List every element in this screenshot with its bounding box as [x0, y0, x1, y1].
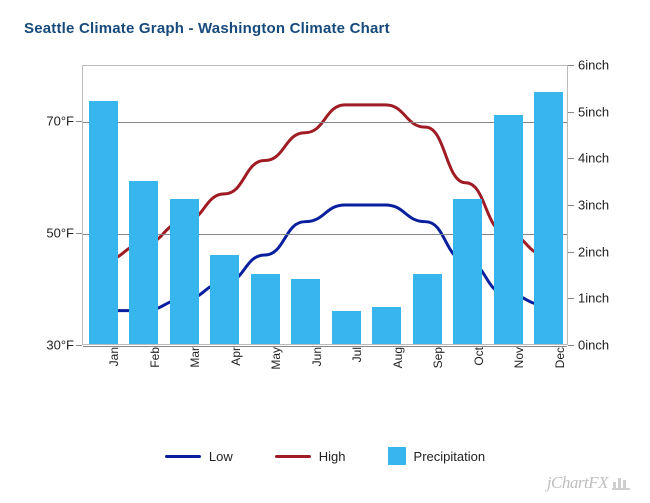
- precip-bar: [291, 279, 320, 344]
- x-tick-label: Jul: [350, 347, 364, 383]
- y-right-tick: [568, 65, 574, 66]
- y-left-tick: [76, 345, 82, 346]
- x-tick-label: Dec: [553, 347, 567, 383]
- x-tick-label: Jan: [107, 347, 121, 383]
- x-tick-label: Mar: [188, 347, 202, 383]
- climate-chart: 30°F 50°F 70°F 0inch 1inch 2inch 3inch 4inch 5in…: [24, 55, 626, 385]
- y-right-tick: [568, 158, 574, 159]
- legend-swatch-precip: [388, 447, 406, 465]
- y-right-tick-label: 1inch: [578, 291, 626, 306]
- precip-bar: [129, 181, 158, 344]
- y-right-tick: [568, 205, 574, 206]
- precip-bar: [170, 199, 199, 344]
- y-right-tick-label: 3inch: [578, 198, 626, 213]
- brand-text: jChartFX: [547, 473, 608, 493]
- precip-bar: [210, 255, 239, 344]
- legend-item-high: High: [275, 449, 346, 464]
- y-right-tick-label: 6inch: [578, 58, 626, 73]
- brand-icon: [612, 476, 630, 490]
- legend-label-high: High: [319, 449, 346, 464]
- y-right-tick: [568, 345, 574, 346]
- precip-bar: [453, 199, 482, 344]
- chart-title: Seattle Climate Graph - Washington Clima…: [24, 20, 626, 37]
- y-right-tick-label: 0inch: [578, 338, 626, 353]
- y-left-tick-label: 30°F: [24, 338, 74, 353]
- legend-item-low: Low: [165, 449, 233, 464]
- legend: Low High Precipitation: [24, 447, 626, 465]
- precip-bar: [332, 311, 361, 344]
- brand-watermark: jChartFX: [547, 473, 630, 493]
- legend-label-low: Low: [209, 449, 233, 464]
- legend-item-precip: Precipitation: [388, 447, 486, 465]
- x-tick-label: Jun: [310, 347, 324, 383]
- y-left-tick: [76, 121, 82, 122]
- y-right-tick-label: 2inch: [578, 244, 626, 259]
- legend-swatch-high: [275, 455, 311, 458]
- y-left-tick-label: 50°F: [24, 226, 74, 241]
- precip-bar: [534, 92, 563, 344]
- y-right-tick: [568, 112, 574, 113]
- x-tick-label: Sep: [431, 347, 445, 383]
- x-tick-label: May: [269, 347, 283, 383]
- y-right-tick-label: 4inch: [578, 151, 626, 166]
- plot-area: [82, 65, 568, 345]
- precip-bar: [494, 115, 523, 344]
- precip-bar: [413, 274, 442, 344]
- y-left-tick-label: 70°F: [24, 114, 74, 129]
- legend-label-precip: Precipitation: [414, 449, 486, 464]
- y-right-tick: [568, 252, 574, 253]
- precip-bar: [372, 307, 401, 344]
- legend-swatch-low: [165, 455, 201, 458]
- x-tick-label: Aug: [391, 347, 405, 383]
- x-tick-label: Oct: [472, 347, 486, 383]
- precip-bar: [89, 101, 118, 344]
- x-tick-label: Apr: [229, 347, 243, 383]
- y-right-tick: [568, 298, 574, 299]
- x-tick-label: Nov: [512, 347, 526, 383]
- y-left-tick: [76, 233, 82, 234]
- precip-bar: [251, 274, 280, 344]
- y-right-tick-label: 5inch: [578, 104, 626, 119]
- x-tick-label: Feb: [148, 347, 162, 383]
